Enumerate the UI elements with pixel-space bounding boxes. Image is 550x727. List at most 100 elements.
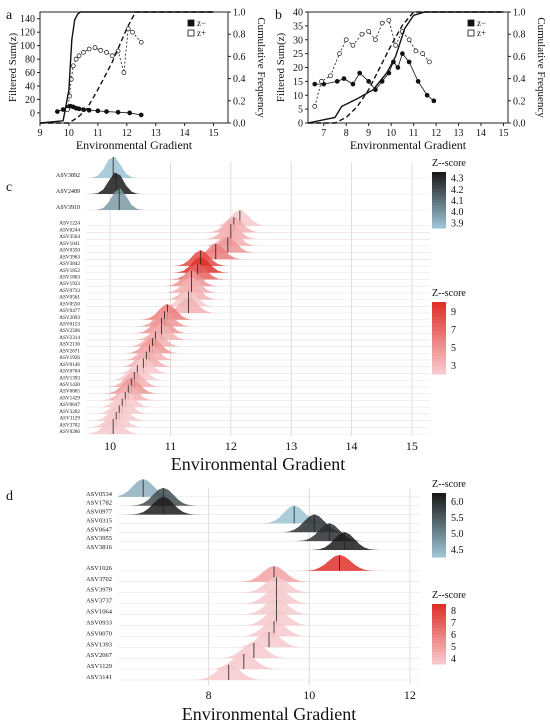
y-left-tick-label: 80 bbox=[25, 55, 35, 66]
colorbar-tick-label: 5.0 bbox=[451, 529, 464, 540]
y-left-axis-label: Filtered Sum(z) bbox=[7, 32, 19, 102]
colorbar-tick-label: 4.5 bbox=[451, 545, 464, 556]
data-point bbox=[341, 76, 347, 81]
colorbar-title: Z--score bbox=[432, 479, 466, 490]
data-point bbox=[379, 20, 385, 26]
ridge bbox=[118, 609, 420, 626]
colorbar-step bbox=[432, 312, 446, 317]
row-label: ASV0550 bbox=[59, 301, 80, 307]
ridge bbox=[86, 209, 430, 226]
data-point bbox=[328, 73, 333, 79]
ridge bbox=[118, 478, 420, 497]
colorbar-step bbox=[432, 534, 446, 539]
row-label: ASV1430 bbox=[59, 382, 80, 388]
y-left-tick-label: 5 bbox=[298, 105, 303, 116]
data-point bbox=[406, 59, 412, 65]
data-point bbox=[98, 47, 104, 53]
colorbar-tick-label: 6 bbox=[451, 630, 456, 641]
ridge bbox=[86, 264, 430, 280]
x-tick-label: 12 bbox=[122, 128, 132, 139]
data-point bbox=[95, 108, 101, 114]
data-point bbox=[121, 70, 127, 75]
colorbar-step bbox=[432, 359, 446, 364]
colorbar-step bbox=[432, 225, 446, 229]
colorbar-tick-label: 5 bbox=[451, 642, 456, 653]
data-point bbox=[312, 103, 318, 109]
ridge bbox=[118, 642, 420, 659]
colorbar-step bbox=[432, 172, 446, 176]
colorbar-step bbox=[432, 655, 446, 659]
row-label: ASV3202 bbox=[59, 409, 80, 415]
data-point bbox=[138, 112, 144, 118]
row-label: ASV0477 bbox=[59, 308, 80, 314]
colorbar-step bbox=[432, 330, 446, 335]
row-label: ASV1933 bbox=[59, 281, 80, 287]
ridge bbox=[86, 270, 430, 287]
y-right-tick-label: 0.0 bbox=[233, 119, 246, 130]
colorbar-step bbox=[432, 521, 446, 526]
colorbar-step bbox=[432, 628, 446, 632]
row-label: ASV1782 bbox=[86, 500, 112, 507]
panel-letter-c: c bbox=[6, 180, 12, 195]
colorbar-step bbox=[432, 604, 446, 608]
data-point bbox=[343, 37, 349, 43]
row-label: ASV2506 bbox=[59, 328, 80, 334]
row-label: ASV1129 bbox=[86, 663, 112, 670]
row-label: ASV3955 bbox=[86, 535, 112, 542]
x-tick-label: 10 bbox=[64, 128, 74, 139]
x-tick-label: 12 bbox=[404, 688, 416, 702]
data-point bbox=[76, 53, 82, 59]
x-tick-label: 10 bbox=[303, 688, 315, 702]
colorbar-step bbox=[432, 348, 446, 353]
data-point bbox=[104, 109, 109, 114]
ridge bbox=[86, 156, 430, 178]
x-tick-label: 13 bbox=[151, 128, 161, 139]
row-label: ASV1393 bbox=[86, 641, 112, 648]
colorbar-step bbox=[432, 625, 446, 629]
data-point bbox=[350, 42, 356, 48]
x-tick-label: 15 bbox=[499, 128, 509, 139]
row-label: ASV0146 bbox=[59, 362, 80, 368]
ridge bbox=[86, 324, 430, 340]
x-tick-label: 13 bbox=[285, 439, 297, 453]
row-label: ASV3892 bbox=[56, 173, 80, 179]
row-label: ASV2093 bbox=[59, 315, 80, 321]
row-label: ASV2314 bbox=[59, 335, 80, 341]
colorbar-step bbox=[432, 616, 446, 620]
colorbar-step bbox=[432, 338, 446, 343]
data-point bbox=[81, 50, 86, 55]
y-left-tick-label: 140 bbox=[20, 14, 35, 25]
colorbar-step bbox=[432, 607, 446, 611]
ridge bbox=[118, 588, 420, 604]
ridge bbox=[86, 351, 430, 367]
y-left-tick-label: 0 bbox=[298, 119, 303, 130]
row-label: ASV1803 bbox=[59, 274, 80, 280]
row-label: ASV0534 bbox=[86, 491, 113, 498]
colorbar-step bbox=[432, 528, 446, 532]
colorbar-step bbox=[432, 518, 446, 523]
row-label: ASV3963 bbox=[59, 254, 80, 260]
colorbar-step bbox=[432, 652, 446, 656]
y-left-tick-label: 30 bbox=[293, 35, 303, 46]
ridge bbox=[118, 577, 420, 593]
ridge bbox=[86, 310, 430, 327]
colorbar-tick-label: 8 bbox=[451, 606, 456, 617]
data-point bbox=[312, 81, 318, 87]
colorbar-step bbox=[432, 334, 446, 339]
row-label: ASV1026 bbox=[86, 565, 113, 572]
data-point bbox=[55, 109, 60, 114]
row-label: ASV0704 bbox=[59, 369, 80, 375]
y-left-axis-label: Filtered Sum(z) bbox=[275, 32, 287, 102]
x-tick-label: 15 bbox=[209, 128, 219, 139]
row-label: ASV1429 bbox=[59, 395, 80, 401]
y-right-tick-label: 1.0 bbox=[513, 8, 526, 19]
colorbar-step bbox=[432, 352, 446, 357]
colorbar-step bbox=[432, 302, 446, 307]
colorbar-step bbox=[432, 174, 446, 179]
y-left-tick-label: 40 bbox=[293, 8, 303, 19]
colorbar-step bbox=[432, 356, 446, 361]
data-point bbox=[373, 37, 378, 43]
colorbar-step bbox=[432, 643, 446, 647]
ridge bbox=[86, 172, 430, 194]
colorbar-step bbox=[432, 327, 446, 332]
